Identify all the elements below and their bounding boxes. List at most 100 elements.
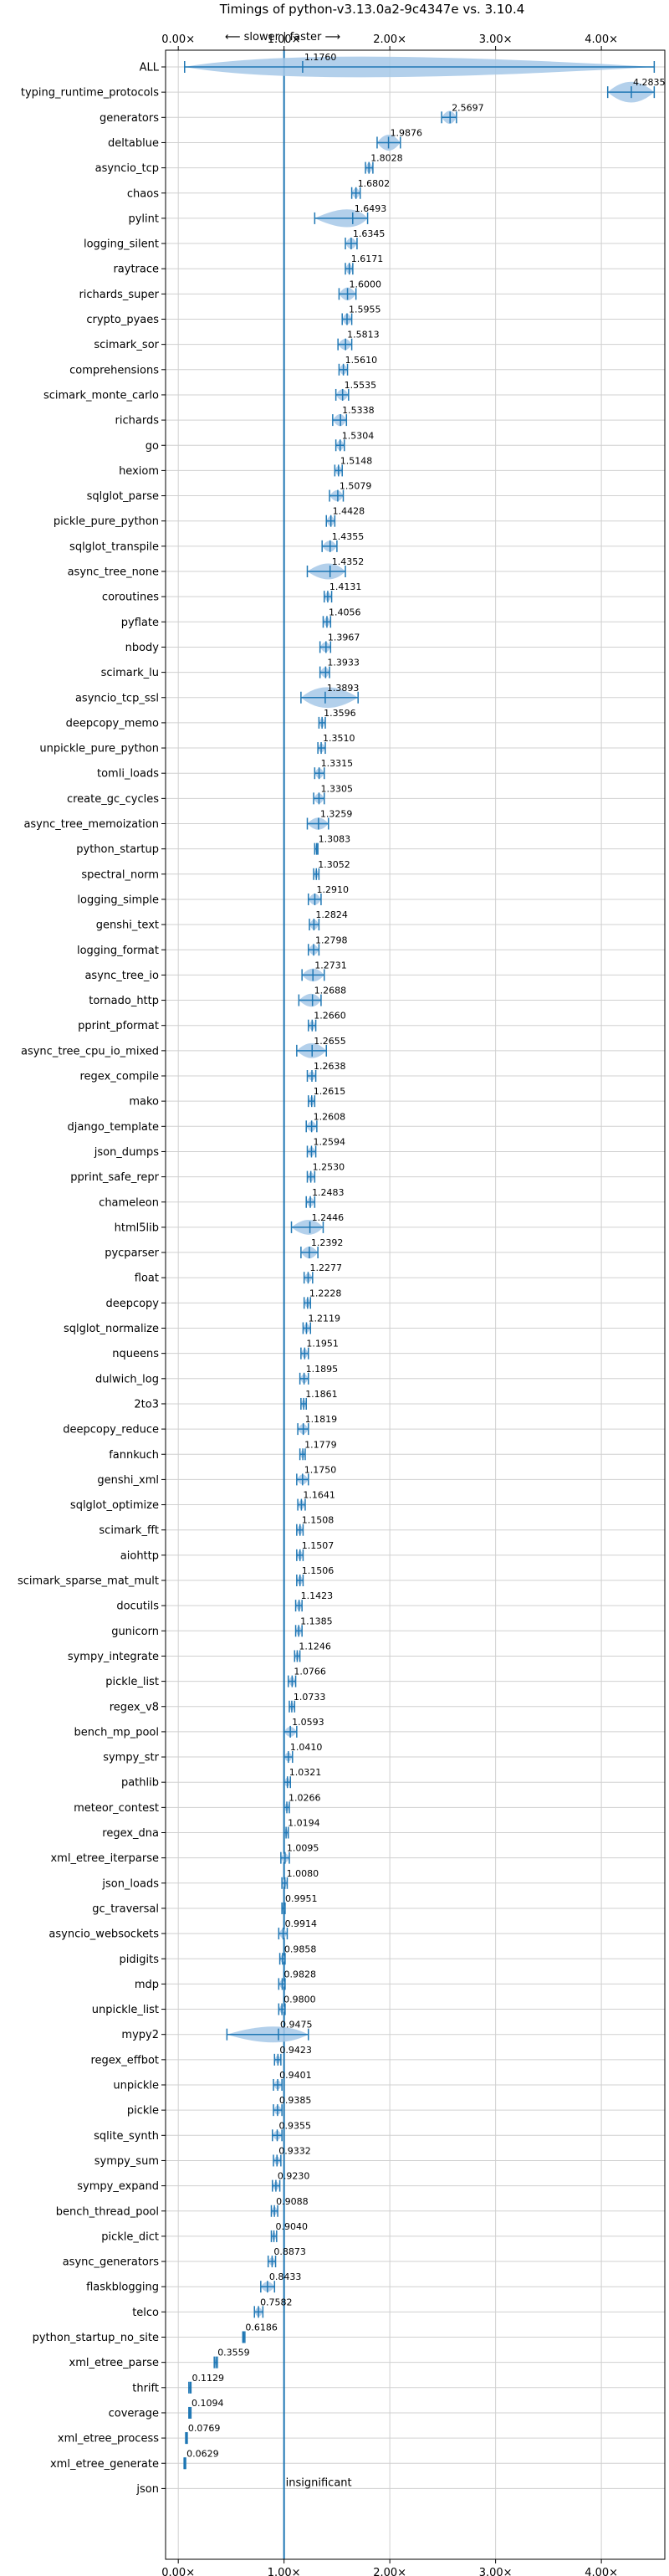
y-tick-label: crypto_pyaes — [86, 314, 159, 326]
y-tick-label: aiohttp — [120, 1549, 159, 1562]
y-tick-label: async_tree_io — [84, 970, 159, 982]
y-tick-label: asyncio_tcp_ssl — [75, 692, 159, 704]
y-tick-label: regex_v8 — [110, 1701, 159, 1713]
y-tick-label: pickle — [127, 2105, 159, 2118]
value-label: 1.2910 — [316, 884, 349, 895]
value-label: 1.5148 — [340, 455, 373, 466]
value-label: 1.6345 — [353, 228, 386, 239]
y-tick-label: deepcopy_memo — [66, 717, 159, 730]
y-tick-label: sqlite_synth — [94, 2130, 159, 2143]
y-tick-label: django_template — [68, 1121, 159, 1134]
value-label: 2.5697 — [452, 102, 484, 113]
value-label: 1.9876 — [391, 127, 423, 138]
value-label: 1.2638 — [314, 1061, 346, 1072]
value-label: 0.1094 — [192, 2398, 223, 2409]
y-tick-label: chaos — [127, 187, 159, 200]
value-label: 1.2392 — [311, 1237, 344, 1248]
value-label: 1.2594 — [313, 1136, 345, 1147]
y-tick-label: deltablue — [108, 137, 159, 150]
chart-title: Timings of python-v3.13.0a2-9c4347e vs. … — [219, 2, 525, 17]
grid-layer — [166, 50, 665, 2559]
value-label: 1.2530 — [313, 1162, 345, 1173]
value-label: 1.1895 — [306, 1364, 339, 1375]
y-tick-label: scimark_sparse_mat_mult — [18, 1575, 159, 1588]
value-label: 1.3052 — [318, 859, 350, 870]
value-label: 1.0095 — [287, 1843, 319, 1854]
y-tick-label: coverage — [109, 2407, 159, 2420]
value-label: 1.5813 — [347, 330, 380, 341]
y-tick-label: pycparser — [105, 1247, 159, 1260]
y-tick-label: python_startup_no_site — [33, 2332, 159, 2344]
value-label: 0.9423 — [279, 2045, 312, 2056]
y-tick-label: xml_etree_parse — [69, 2357, 159, 2369]
direction-label: ⟵ slower | faster ⟶ — [225, 31, 340, 44]
y-tick-label: json_dumps — [94, 1146, 159, 1159]
y-tick-label: json_loads — [101, 1877, 159, 1890]
violin-layer — [183, 50, 656, 2559]
y-tick-label: mdp — [135, 1979, 159, 1991]
value-label: 1.3315 — [321, 758, 354, 769]
y-tick-label: flaskblogging — [86, 2282, 159, 2294]
value-label: 1.2798 — [315, 935, 348, 945]
value-label: 0.9951 — [285, 1893, 318, 1904]
y-tick-label: deepcopy_reduce — [63, 1424, 159, 1437]
y-tick-label: html5lib — [115, 1221, 159, 1234]
value-label: 1.6000 — [350, 279, 382, 289]
value-label: 1.0593 — [292, 1717, 324, 1728]
value-label: 1.3893 — [327, 683, 360, 694]
value-label: 0.9332 — [278, 2145, 311, 2156]
value-label: 1.3305 — [320, 783, 353, 794]
value-label: 1.1951 — [306, 1339, 339, 1349]
x-tick-label-top: 4.00× — [585, 33, 618, 46]
value-label: 1.5610 — [345, 355, 378, 366]
y-tick-label: mako — [129, 1096, 159, 1109]
y-tick-label: pickle_dict — [101, 2230, 159, 2243]
value-label: 1.3259 — [320, 809, 353, 820]
value-label: 1.5535 — [345, 380, 377, 391]
y-tick-label: python_startup — [76, 843, 159, 856]
y-tick-label: scimark_monte_carlo — [43, 389, 159, 402]
y-tick-label: gc_traversal — [92, 1903, 159, 1915]
y-tick-label: asyncio_websockets — [49, 1928, 159, 1941]
y-tick-label: sqlglot_parse — [87, 490, 159, 503]
value-label: 0.9401 — [279, 2070, 312, 2081]
value-label: 0.9230 — [278, 2171, 310, 2182]
y-tick-label: spectral_norm — [81, 868, 159, 881]
value-label: 1.4056 — [329, 607, 361, 617]
value-label: 1.0266 — [289, 1792, 321, 1803]
value-label: 0.7582 — [260, 2297, 293, 2307]
y-tick-label: richards — [115, 415, 160, 428]
value-label: 0.9475 — [280, 2020, 313, 2031]
value-label: 1.5304 — [342, 430, 375, 441]
value-label: 1.6493 — [355, 203, 387, 214]
x-tick-label-bottom: 4.00× — [585, 2567, 618, 2576]
y-tick-label: pickle_pure_python — [54, 515, 159, 528]
value-label: 1.4428 — [333, 506, 365, 517]
y-tick-label: comprehensions — [69, 364, 159, 376]
y-tick-label: regex_compile — [79, 1071, 159, 1083]
y-tick-label: genshi_text — [96, 919, 159, 932]
x-tick-label-bottom: 3.00× — [479, 2567, 513, 2576]
value-label: 1.0080 — [287, 1868, 319, 1879]
y-tick-label: logging_silent — [84, 238, 159, 251]
value-label: 1.0766 — [294, 1667, 326, 1677]
value-label: 0.9858 — [284, 1944, 317, 1954]
value-label: 0.9355 — [279, 2120, 312, 2131]
y-tick-label: async_tree_none — [68, 566, 159, 579]
y-tick-label: meteor_contest — [74, 1802, 159, 1815]
y-tick-label: regex_effbot — [90, 2054, 159, 2066]
value-label: 1.5955 — [349, 305, 381, 315]
value-label: 1.4352 — [332, 556, 365, 567]
value-label: 0.9800 — [283, 1995, 316, 2005]
value-label: 1.1641 — [303, 1490, 335, 1501]
value-label: 0.0629 — [186, 2448, 218, 2459]
y-tick-label: pprint_pformat — [78, 1020, 159, 1032]
value-label: 1.6802 — [358, 178, 391, 189]
y-tick-label: chameleon — [99, 1196, 159, 1209]
value-label: 1.5338 — [342, 405, 375, 416]
y-tick-label: pprint_safe_repr — [70, 1171, 159, 1184]
value-label: 0.8433 — [269, 2271, 302, 2282]
value-label: 1.2277 — [309, 1262, 342, 1273]
y-tick-label: sqlglot_optimize — [70, 1499, 159, 1512]
y-tick-label: 2to3 — [134, 1398, 159, 1411]
